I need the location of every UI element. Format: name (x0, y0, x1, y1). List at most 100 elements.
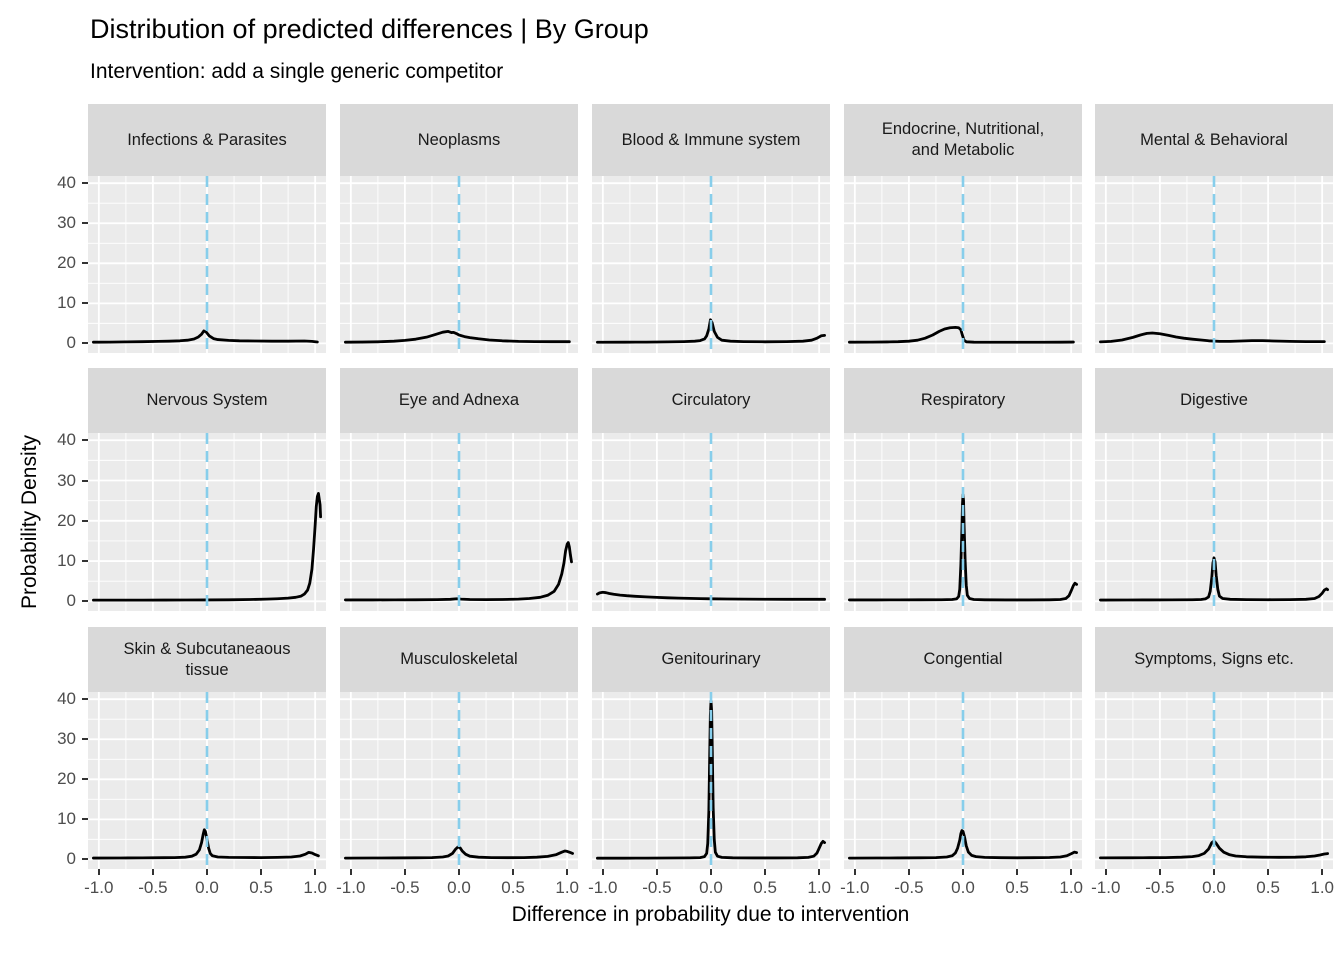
x-tick-mark (206, 869, 208, 875)
x-tick-mark (655, 869, 658, 875)
facet-strip-label: Nervous System (146, 391, 268, 410)
x-tick-mark (601, 869, 604, 875)
density-curve (848, 325, 1075, 344)
y-tick-mark (82, 302, 88, 305)
chart-subtitle: Intervention: add a single generic compe… (90, 60, 504, 83)
facet-strip-label: Skin & Subcutaneaous tissue (123, 639, 291, 679)
density-curve (1099, 331, 1326, 344)
x-tick-mark (818, 869, 821, 875)
x-tick-mark (962, 869, 964, 875)
y-tick-mark (82, 222, 88, 225)
facet-strip: Endocrine, Nutritional, and Metabolic (844, 104, 1082, 176)
x-tick-mark (764, 869, 767, 875)
facet-strip-label: Infections & Parasites (127, 130, 287, 149)
x-tick-mark (907, 869, 910, 875)
facet-strip: Blood & Immune system (592, 104, 830, 176)
facet-strip-label: Neoplasms (417, 130, 501, 149)
density-curve (596, 699, 826, 860)
y-tick-mark (82, 182, 88, 185)
x-tick-mark (403, 869, 406, 875)
x-tick-mark (1070, 869, 1073, 875)
facet-strip-label: Respiratory (920, 391, 1006, 410)
x-tick-mark (1321, 869, 1324, 875)
x-tick-mark (97, 869, 100, 875)
facet-strip: Nervous System (88, 368, 326, 433)
x-axis-tick-label: 0.0 (195, 878, 219, 897)
x-tick-mark (1158, 869, 1161, 875)
y-axis-tick-label: 20 (57, 253, 76, 273)
x-axis-tick-label: 1.0 (303, 878, 327, 897)
facet-strip: Mental & Behavioral (1095, 104, 1333, 176)
y-axis-tick-label: 30 (57, 729, 76, 749)
y-tick-mark (82, 698, 88, 701)
x-axis-tick-label: -1.0 (840, 878, 870, 897)
x-tick-mark (1016, 869, 1019, 875)
x-axis-title: Difference in probability due to interve… (511, 903, 910, 926)
x-axis-tick-label: -0.5 (1145, 878, 1175, 897)
y-tick-mark (82, 600, 88, 603)
x-axis-tick-label: 0.5 (249, 878, 273, 897)
x-axis-tick-label: -0.5 (642, 878, 672, 897)
facet-strip-label: Eye and Adnexa (398, 391, 520, 410)
y-axis-tick-label: 0 (66, 591, 76, 611)
facet-strip: Neoplasms (340, 104, 578, 176)
y-axis-tick-label: 0 (66, 849, 76, 869)
y-tick-mark (82, 818, 88, 821)
facet-panel (88, 692, 326, 869)
x-axis-tick-label: 0.0 (699, 878, 723, 897)
x-axis-tick-label: 0.0 (447, 878, 471, 897)
y-axis-tick-label: 20 (57, 510, 76, 530)
x-tick-mark (1213, 869, 1215, 875)
y-tick-mark (82, 479, 88, 482)
y-tick-mark (82, 778, 88, 781)
density-curve (92, 828, 320, 860)
density-curve (344, 541, 573, 602)
y-tick-mark (82, 342, 88, 345)
density-curve (1099, 839, 1329, 860)
x-tick-mark (512, 869, 515, 875)
x-axis-tick-label: 1.0 (1059, 878, 1083, 897)
facet-strip: Musculoskeletal (340, 627, 578, 692)
facet-strip-label: Musculoskeletal (400, 650, 518, 669)
y-axis-tick-label: 10 (57, 293, 76, 313)
facet-strip: Genitourinary (592, 627, 830, 692)
x-tick-mark (314, 869, 317, 875)
facet-panel (340, 692, 578, 869)
chart-title: Distribution of predicted differences | … (90, 14, 649, 44)
facet-panel (844, 433, 1082, 611)
x-tick-mark (566, 869, 569, 875)
facet-strip: Eye and Adnexa (340, 368, 578, 433)
y-axis-tick-label: 40 (57, 430, 76, 450)
x-axis-tick-label: 0.0 (1202, 878, 1226, 897)
y-axis-tick-label: 0 (66, 333, 76, 353)
x-axis-tick-label: 0.5 (1256, 878, 1280, 897)
density-curve (848, 829, 1078, 860)
x-axis-tick-label: -0.5 (390, 878, 420, 897)
x-axis-tick-label: 0.5 (1005, 878, 1029, 897)
facet-panel (592, 433, 830, 611)
x-tick-mark (1267, 869, 1270, 875)
x-tick-mark (260, 869, 263, 875)
facet-strip: Respiratory (844, 368, 1082, 433)
density-curve (344, 329, 571, 344)
facet-strip-label: Circulatory (671, 391, 751, 410)
y-tick-mark (82, 858, 88, 861)
density-curve (92, 329, 319, 344)
y-tick-mark (82, 738, 88, 741)
y-axis-tick-label: 30 (57, 470, 76, 490)
facet-strip-label: Endocrine, Nutritional, and Metabolic (881, 120, 1045, 159)
y-tick-mark (82, 560, 88, 563)
y-tick-mark (82, 262, 88, 265)
density-curve (848, 493, 1078, 602)
facet-panel (844, 692, 1082, 869)
x-axis-tick-label: -0.5 (138, 878, 168, 897)
x-axis-tick-label: -1.0 (1091, 878, 1121, 897)
x-axis-tick-label: 0.5 (753, 878, 777, 897)
density-curve (596, 318, 826, 344)
x-axis-tick-label: -1.0 (588, 878, 618, 897)
facet-strip: Skin & Subcutaneaous tissue (88, 627, 326, 692)
x-axis-tick-label: 1.0 (807, 878, 831, 897)
x-tick-mark (710, 869, 712, 875)
x-axis-tick-label: -1.0 (336, 878, 366, 897)
